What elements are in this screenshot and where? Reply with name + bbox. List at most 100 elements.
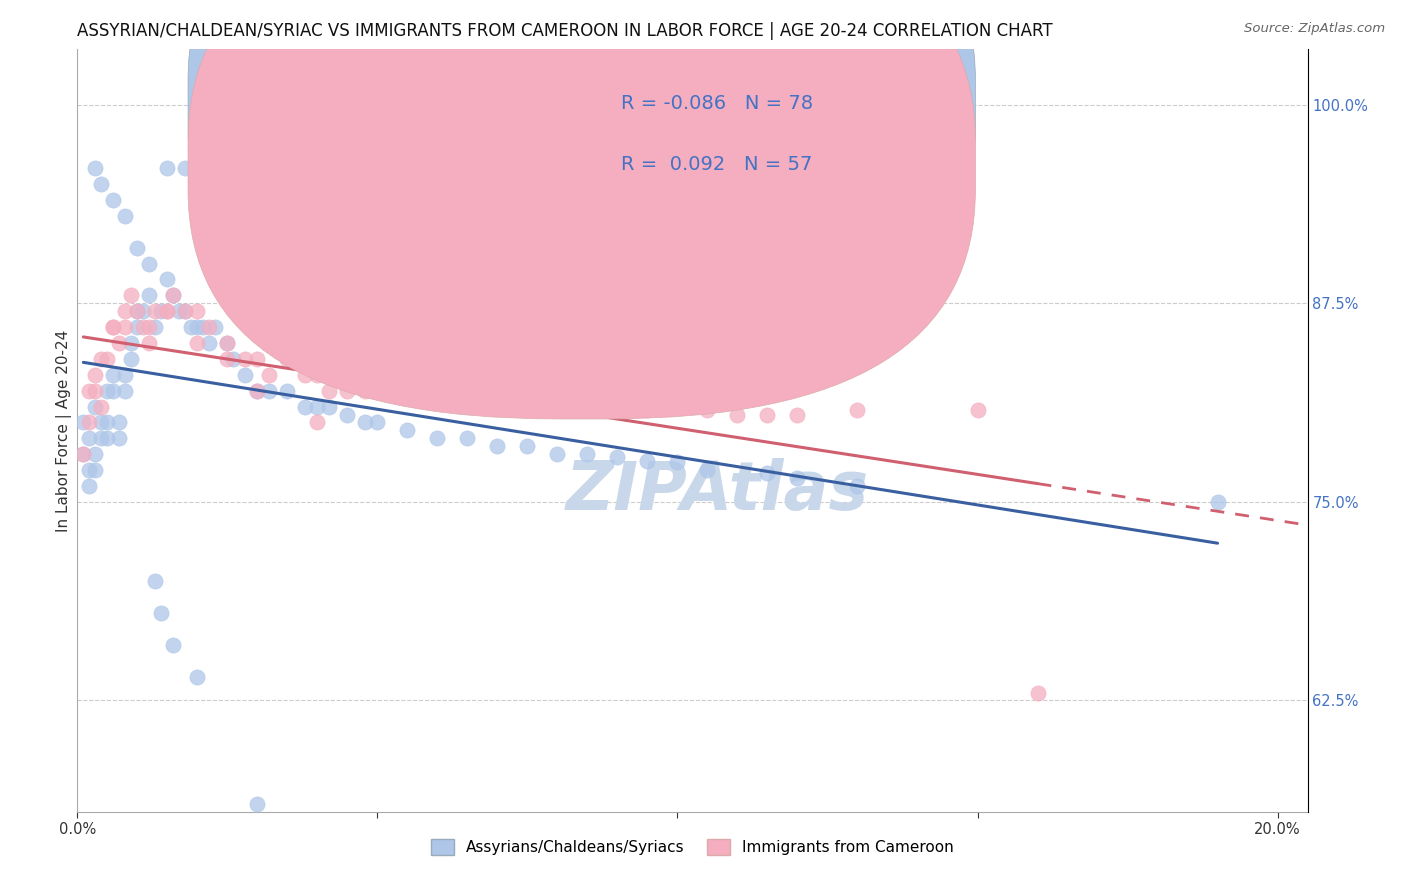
Point — [84, 384, 107, 398]
Point — [846, 402, 869, 417]
Point — [636, 453, 658, 467]
Point — [198, 161, 221, 176]
Point — [96, 384, 118, 398]
Point — [486, 400, 509, 414]
Point — [246, 384, 269, 398]
Point — [143, 574, 166, 589]
Point — [396, 424, 419, 438]
Point — [516, 400, 538, 414]
Text: ZIPAtlas: ZIPAtlas — [565, 458, 869, 524]
Point — [120, 336, 142, 351]
Point — [576, 447, 599, 461]
Point — [120, 351, 142, 366]
Point — [108, 416, 131, 430]
Point — [114, 384, 136, 398]
Point — [486, 439, 509, 453]
Point — [79, 384, 101, 398]
Text: ASSYRIAN/CHALDEAN/SYRIAC VS IMMIGRANTS FROM CAMEROON IN LABOR FORCE | AGE 20-24 : ASSYRIAN/CHALDEAN/SYRIAC VS IMMIGRANTS F… — [77, 22, 1053, 40]
Point — [696, 463, 718, 477]
Point — [84, 463, 107, 477]
Point — [138, 320, 160, 334]
Point — [84, 400, 107, 414]
Point — [193, 320, 215, 334]
Point — [456, 431, 478, 445]
Point — [318, 400, 340, 414]
Point — [156, 272, 179, 286]
Point — [79, 416, 101, 430]
Point — [90, 431, 112, 445]
Point — [222, 351, 245, 366]
Point — [294, 400, 316, 414]
Point — [132, 320, 155, 334]
Point — [90, 177, 112, 191]
Point — [103, 320, 125, 334]
Point — [156, 161, 179, 176]
FancyBboxPatch shape — [188, 0, 976, 358]
Point — [396, 384, 419, 398]
Point — [366, 376, 388, 390]
Point — [217, 336, 239, 351]
Point — [180, 320, 202, 334]
Point — [156, 304, 179, 318]
Point — [127, 304, 149, 318]
Point — [217, 336, 239, 351]
Point — [72, 416, 94, 430]
Point — [143, 304, 166, 318]
Point — [606, 450, 628, 465]
Point — [90, 400, 112, 414]
Point — [162, 288, 184, 302]
Point — [204, 320, 226, 334]
Point — [666, 400, 689, 414]
Point — [96, 416, 118, 430]
Point — [138, 336, 160, 351]
Point — [84, 447, 107, 461]
Point — [354, 416, 377, 430]
Point — [138, 288, 160, 302]
Y-axis label: In Labor Force | Age 20-24: In Labor Force | Age 20-24 — [56, 329, 72, 532]
Point — [276, 351, 298, 366]
Point — [294, 368, 316, 382]
Point — [143, 320, 166, 334]
Legend: Assyrians/Chaldeans/Syriacs, Immigrants from Cameroon: Assyrians/Chaldeans/Syriacs, Immigrants … — [425, 833, 960, 862]
Point — [156, 304, 179, 318]
Point — [169, 304, 191, 318]
Point — [120, 288, 142, 302]
FancyBboxPatch shape — [188, 0, 976, 419]
Point — [307, 368, 329, 382]
Point — [114, 209, 136, 223]
Point — [84, 368, 107, 382]
Point — [696, 402, 718, 417]
Point — [426, 384, 449, 398]
Point — [150, 304, 173, 318]
Point — [426, 431, 449, 445]
Point — [138, 256, 160, 270]
Point — [756, 467, 779, 481]
Point — [186, 320, 208, 334]
Point — [336, 408, 359, 422]
Point — [103, 368, 125, 382]
Point — [546, 447, 568, 461]
Point — [174, 304, 197, 318]
Point — [103, 384, 125, 398]
Point — [606, 402, 628, 417]
Point — [756, 408, 779, 422]
Point — [79, 431, 101, 445]
Point — [318, 384, 340, 398]
Point — [90, 351, 112, 366]
Point — [246, 384, 269, 398]
Point — [186, 304, 208, 318]
Point — [114, 320, 136, 334]
Point — [786, 471, 808, 485]
Point — [222, 241, 245, 255]
Point — [127, 304, 149, 318]
Point — [307, 416, 329, 430]
Point — [90, 416, 112, 430]
Point — [246, 351, 269, 366]
Point — [103, 193, 125, 207]
Point — [727, 408, 749, 422]
Point — [246, 797, 269, 811]
Point — [114, 368, 136, 382]
Point — [966, 402, 988, 417]
Point — [84, 161, 107, 176]
Point — [150, 606, 173, 620]
